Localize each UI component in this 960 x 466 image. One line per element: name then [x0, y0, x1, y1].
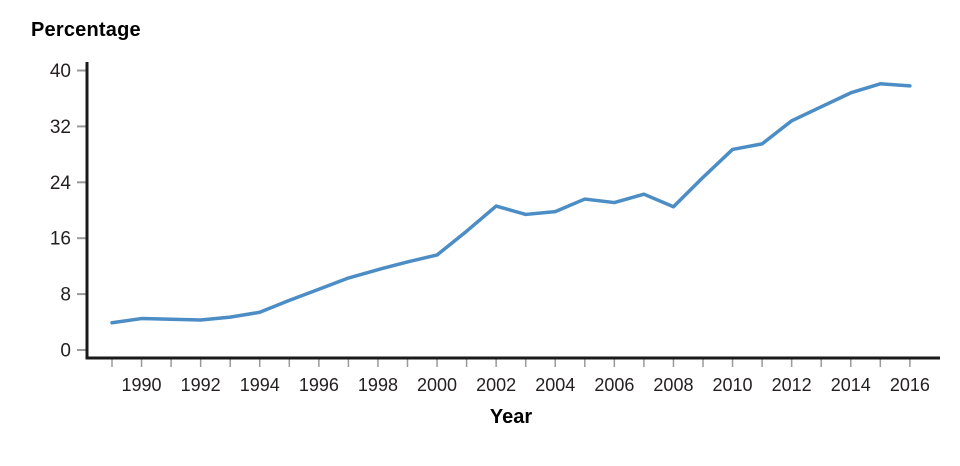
x-tick-label: 1994 — [240, 375, 280, 395]
y-tick-label: 16 — [50, 229, 71, 250]
x-tick-label: 1996 — [299, 375, 339, 395]
x-tick-label: 2006 — [594, 375, 634, 395]
x-tick-label: 2012 — [772, 375, 812, 395]
x-tick-label: 2010 — [713, 375, 753, 395]
y-axis-title: Percentage — [31, 19, 141, 41]
x-tick-label: 2004 — [535, 375, 575, 395]
x-axis-title: Year — [489, 406, 533, 428]
x-tick-label: 1990 — [122, 375, 162, 395]
x-tick-label: 2008 — [653, 375, 693, 395]
data-line — [110, 82, 912, 325]
y-tick-label: 32 — [50, 117, 71, 138]
y-tick-label: 8 — [60, 285, 71, 306]
y-tick-label: 24 — [50, 173, 72, 194]
x-tick-label: 1992 — [181, 375, 221, 395]
x-tick-label: 1998 — [358, 375, 398, 395]
x-tick-label: 2016 — [890, 375, 930, 395]
x-tick-label: 2014 — [831, 375, 871, 395]
x-tick-label: 2000 — [417, 375, 457, 395]
x-tick-label: 2002 — [476, 375, 516, 395]
y-tick-label: 0 — [60, 341, 71, 362]
y-tick-label: 40 — [50, 61, 71, 82]
